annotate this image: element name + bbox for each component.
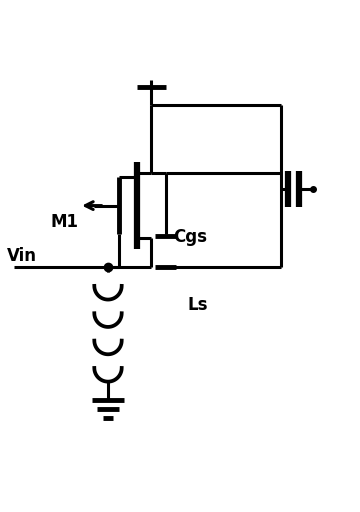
Text: Cgs: Cgs bbox=[173, 228, 207, 246]
Text: Ls: Ls bbox=[187, 296, 208, 314]
Text: M1: M1 bbox=[51, 213, 79, 231]
Text: Vin: Vin bbox=[7, 247, 37, 265]
